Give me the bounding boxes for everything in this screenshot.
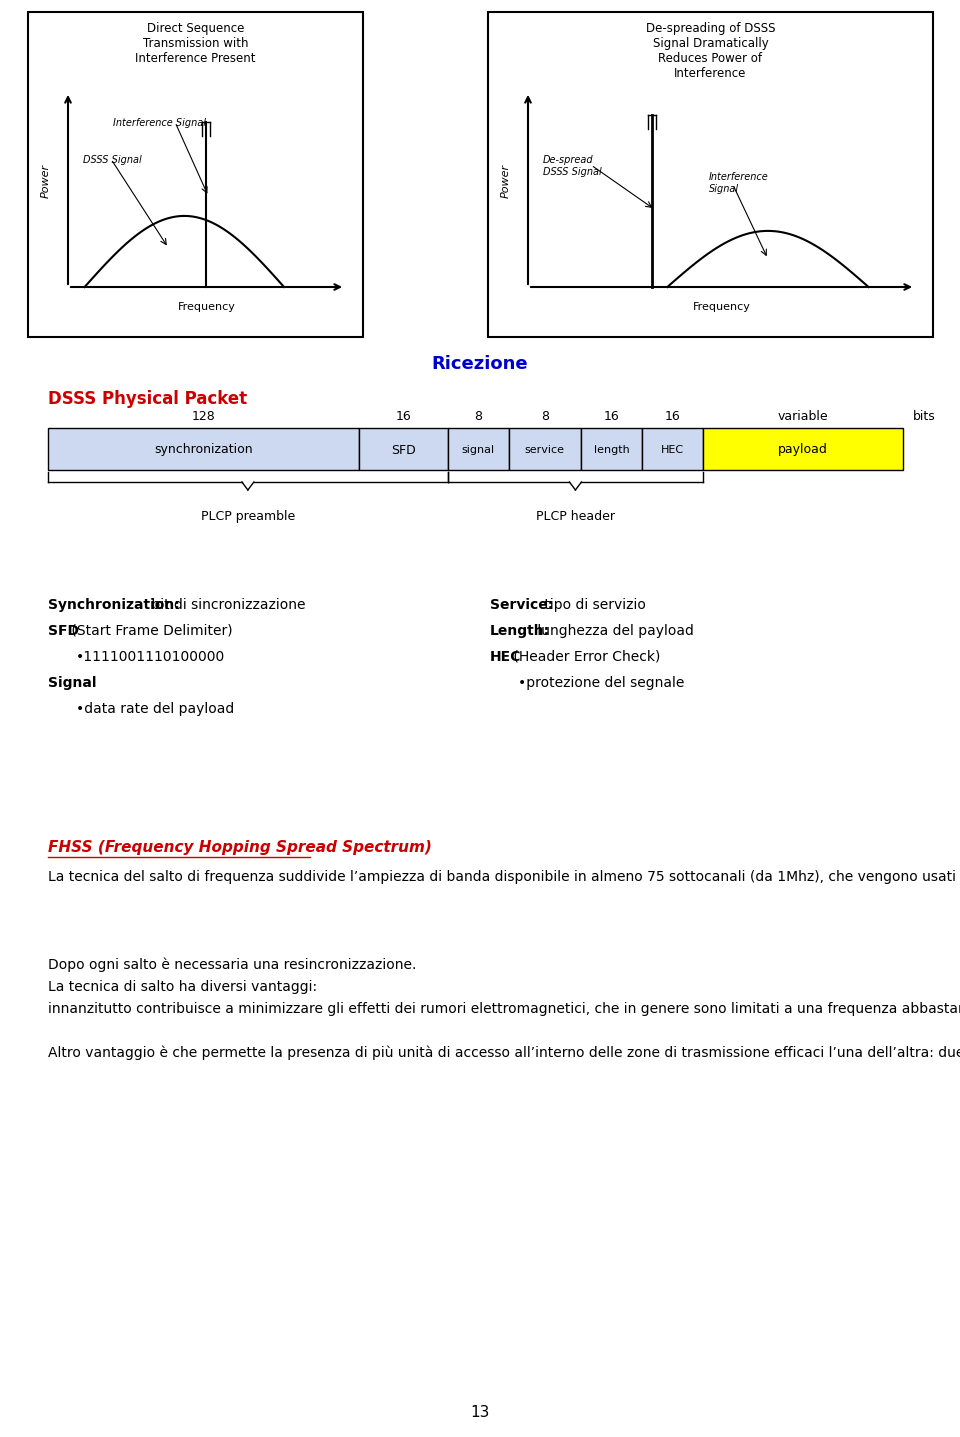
Text: (Start Frame Delimiter): (Start Frame Delimiter): [66, 624, 232, 638]
Text: payload: payload: [779, 444, 828, 457]
Text: 128: 128: [192, 410, 215, 422]
Text: Service:: Service:: [490, 598, 553, 612]
Bar: [447, 428, 509, 470]
Bar: [509, 428, 581, 470]
Text: Interference
Signal: Interference Signal: [708, 172, 768, 194]
Text: variable: variable: [778, 410, 828, 422]
Text: Synchronization:: Synchronization:: [48, 598, 180, 612]
Text: 16: 16: [664, 410, 681, 422]
Bar: [703, 428, 903, 470]
Text: FHSS (Frequency Hopping Spread Spectrum): FHSS (Frequency Hopping Spread Spectrum): [48, 841, 432, 855]
Text: DSSS Signal: DSSS Signal: [83, 155, 142, 165]
Text: synchronization: synchronization: [155, 444, 252, 457]
Bar: [642, 428, 703, 470]
Text: SFD: SFD: [48, 624, 79, 638]
Text: PLCP header: PLCP header: [536, 510, 615, 523]
Text: DSSS Physical Packet: DSSS Physical Packet: [48, 389, 247, 408]
Text: De-spread
DSSS Signal: De-spread DSSS Signal: [543, 155, 602, 177]
Text: Frequency: Frequency: [692, 302, 751, 312]
Text: 8: 8: [540, 410, 549, 422]
Text: bit di sincronizzazione: bit di sincronizzazione: [147, 598, 305, 612]
Text: •protezione del segnale: •protezione del segnale: [518, 675, 684, 690]
Text: •data rate del payload: •data rate del payload: [76, 703, 234, 716]
Text: De-spreading of DSSS
Signal Dramatically
Reduces Power of
Interference: De-spreading of DSSS Signal Dramatically…: [646, 22, 776, 80]
Bar: [359, 428, 447, 470]
Text: HEC: HEC: [490, 650, 521, 664]
Text: Power: Power: [501, 164, 511, 198]
Text: PLCP preamble: PLCP preamble: [201, 510, 295, 523]
Bar: [488, 11, 933, 338]
Text: length: length: [593, 445, 630, 456]
Text: 16: 16: [604, 410, 619, 422]
Text: tipo di servizio: tipo di servizio: [540, 598, 645, 612]
Text: Signal: Signal: [48, 675, 97, 690]
Text: Dopo ogni salto è necessaria una resincronizzazione.: Dopo ogni salto è necessaria una resincr…: [48, 958, 417, 973]
Text: Power: Power: [41, 164, 51, 198]
Text: La tecnica di salto ha diversi vantaggi:: La tecnica di salto ha diversi vantaggi:: [48, 980, 317, 994]
Bar: [581, 428, 642, 470]
Text: (Header Error Check): (Header Error Check): [509, 650, 660, 664]
Text: lunghezza del payload: lunghezza del payload: [534, 624, 694, 638]
Text: Frequency: Frequency: [178, 302, 235, 312]
Bar: [48, 428, 359, 470]
Text: 8: 8: [474, 410, 482, 422]
Text: HEC: HEC: [661, 445, 684, 456]
Text: Direct Sequence
Transmission with
Interference Present: Direct Sequence Transmission with Interf…: [135, 22, 255, 65]
Text: service: service: [525, 445, 564, 456]
Text: Ricezione: Ricezione: [432, 355, 528, 374]
Text: innanzitutto contribuisce a minimizzare gli effetti dei rumori elettromagnetici,: innanzitutto contribuisce a minimizzare …: [48, 1002, 960, 1016]
Text: Altro vantaggio è che permette la presenza di più unità di accesso all’interno d: Altro vantaggio è che permette la presen…: [48, 1046, 960, 1061]
Text: Interference Signal: Interference Signal: [113, 118, 206, 128]
Text: signal: signal: [462, 445, 494, 456]
Text: La tecnica del salto di frequenza suddivide l’ampiezza di banda disponibile in a: La tecnica del salto di frequenza suddiv…: [48, 869, 960, 885]
Bar: [28, 11, 363, 338]
Text: bits: bits: [913, 410, 936, 422]
Text: 13: 13: [470, 1405, 490, 1420]
Text: •1111001110100000: •1111001110100000: [76, 650, 226, 664]
Text: SFD: SFD: [391, 444, 416, 457]
Text: 16: 16: [396, 410, 411, 422]
Text: Length:: Length:: [490, 624, 550, 638]
